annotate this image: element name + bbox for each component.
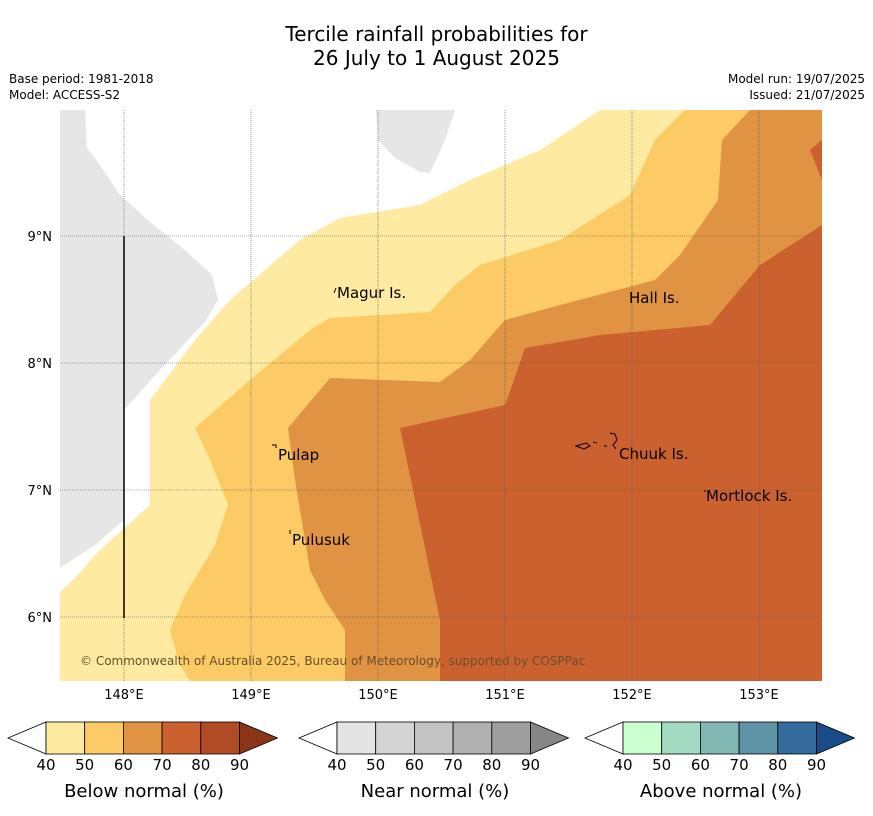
colorbar-segment-4 [491, 721, 531, 755]
copyright-note: © Commonwealth of Australia 2025, Bureau… [80, 654, 585, 668]
colorbar-below-normal [6, 721, 279, 755]
lat-label-7n: 7°N [28, 484, 53, 499]
colorbar-tick-label: 40 [36, 756, 56, 774]
colorbar-arrow-left [6, 721, 47, 755]
lat-label-8n: 8°N [28, 357, 53, 372]
lon-label-148e: 148°E [104, 688, 144, 703]
gridlines [60, 110, 822, 681]
meta-left: Base period: 1981-2018 Model: ACCESS-S2 [9, 71, 154, 103]
label-pulap: Pulap [278, 446, 319, 464]
colorbar-tick-label: 60 [690, 756, 710, 774]
colorbar-segment-1 [84, 721, 124, 755]
colorbar-tick-label: 80 [768, 756, 788, 774]
colorbar-segment-1 [661, 721, 701, 755]
colorbar-segment-3 [738, 721, 779, 755]
pulap-marker [272, 444, 277, 448]
colorbar-segment-2 [123, 721, 163, 755]
colorbar-tick-label: 90 [520, 756, 541, 774]
lon-label-149e: 149°E [231, 688, 271, 703]
colorbar-tick-label: 60 [113, 756, 133, 774]
colorbar-tick-label: 40 [613, 756, 633, 774]
colorbar-tick-label: 90 [229, 756, 250, 774]
legend-label-below: Below normal (%) [64, 781, 224, 802]
lon-label-150e: 150°E [358, 688, 398, 703]
colorbar-tick-label: 50 [652, 756, 672, 774]
colorbar-tick-label: 50 [75, 756, 95, 774]
gray-mask-west [60, 110, 218, 568]
colorbar-tick-label: 80 [191, 756, 211, 774]
colorbar-tick-label: 90 [806, 756, 827, 774]
map-area [60, 110, 822, 681]
title-line-1: Tercile rainfall probabilities for [285, 22, 588, 46]
label-mortlock: Mortlock Is. [706, 487, 792, 505]
colorbar-segment-3 [452, 721, 493, 755]
colorbar-segment-0 [622, 721, 663, 755]
model-run: Model run: 19/07/2025 [727, 72, 865, 86]
label-hall: Hall Is. [629, 289, 680, 307]
colorbar-arrow-right [816, 721, 856, 755]
lat-label-9n: 9°N [28, 230, 53, 245]
issued-date: Issued: 21/07/2025 [749, 88, 865, 102]
colorbar-tick-label: 60 [404, 756, 424, 774]
gray-mask-north [376, 110, 455, 173]
colorbar-near-normal [297, 721, 570, 755]
model-name: Model: ACCESS-S2 [9, 88, 121, 102]
colorbar-tick-label: 80 [482, 756, 502, 774]
chart-title: Tercile rainfall probabilities for 26 Ju… [0, 22, 873, 70]
legend-label-near: Near normal (%) [360, 781, 510, 802]
island-markers [272, 287, 706, 534]
colorbar-above-normal [583, 721, 856, 755]
colorbar-segment-3 [161, 721, 202, 755]
title-line-2: 26 July to 1 August 2025 [313, 46, 560, 70]
colorbar-segment-0 [336, 721, 377, 755]
base-period: Base period: 1981-2018 [9, 72, 154, 86]
legend-label-above: Above normal (%) [639, 781, 803, 802]
colorbar-arrow-left [297, 721, 338, 755]
lon-label-153e: 153°E [739, 688, 779, 703]
colorbar-tick-label: 70 [729, 756, 749, 774]
colorbar-segment-0 [45, 721, 86, 755]
colorbar-segment-4 [200, 721, 240, 755]
lon-label-151e: 151°E [485, 688, 525, 703]
colorbar-arrow-left [583, 721, 624, 755]
colorbar-arrow-right [530, 721, 570, 755]
colorbar-segment-4 [777, 721, 817, 755]
label-pulusuk: Pulusuk [292, 531, 350, 549]
lon-label-152e: 152°E [612, 688, 652, 703]
chuuk-atoll-marker [574, 432, 618, 450]
meta-right: Model run: 19/07/2025 Issued: 21/07/2025 [728, 71, 865, 103]
colorbar-segment-2 [700, 721, 740, 755]
colorbar-segment-1 [375, 721, 415, 755]
colorbar-arrow-right [239, 721, 279, 755]
colorbar-tick-label: 50 [366, 756, 386, 774]
lat-label-6n: 6°N [28, 611, 53, 626]
white-area [60, 110, 600, 592]
colorbar-tick-label: 70 [152, 756, 172, 774]
magur-marker [333, 287, 337, 294]
label-magur: Magur Is. [337, 284, 406, 302]
label-chuuk: Chuuk Is. [619, 445, 688, 463]
colorbar-segment-2 [413, 721, 454, 755]
colorbar-tick-label: 70 [443, 756, 463, 774]
colorbar-tick-label: 40 [327, 756, 347, 774]
